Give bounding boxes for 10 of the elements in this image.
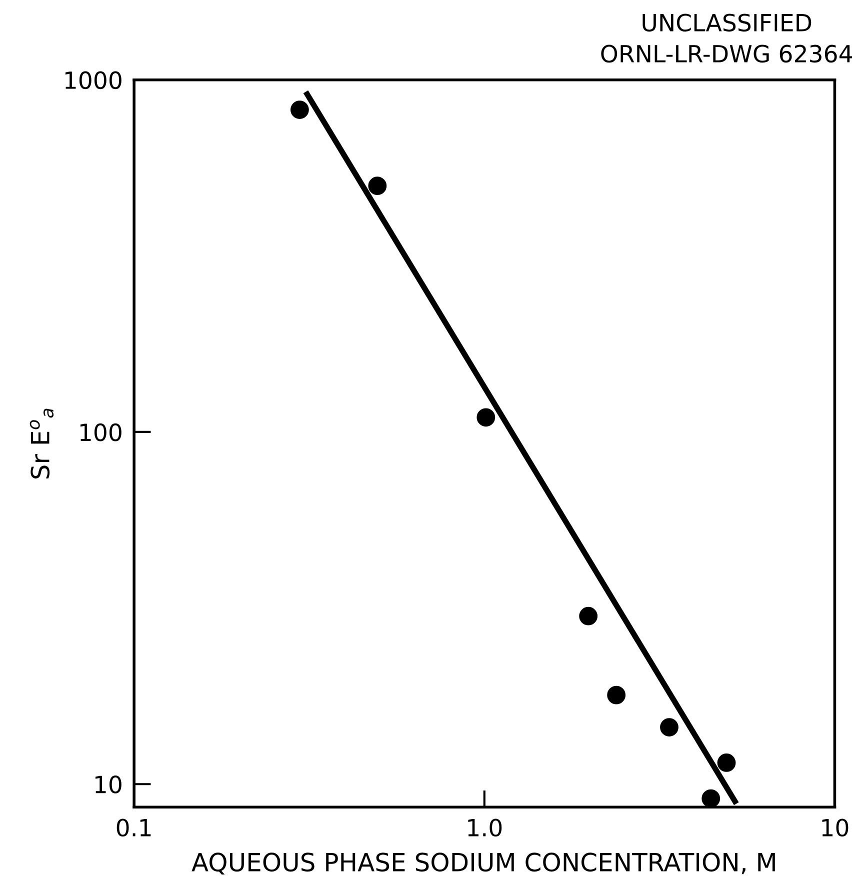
text: UNCLASSIFIED [642, 14, 812, 32]
y-tick-label: 10 [96, 776, 122, 794]
y-axis-title: Sr E$^{o}$$_{a}$ [30, 408, 54, 478]
y-tick-label: 100 [80, 423, 122, 442]
y-tick-label: 1000 [65, 71, 122, 90]
x-tick-label: 0.1 [116, 818, 151, 837]
x-tick-label: 1.0 [468, 818, 502, 837]
x-axis-title: AQUEOUS PHASE SODIUM CONCENTRATION, M [192, 852, 775, 874]
x-tick-label: 10 [822, 818, 848, 837]
text: ORNL-LR-DWG 62364 [601, 44, 852, 63]
